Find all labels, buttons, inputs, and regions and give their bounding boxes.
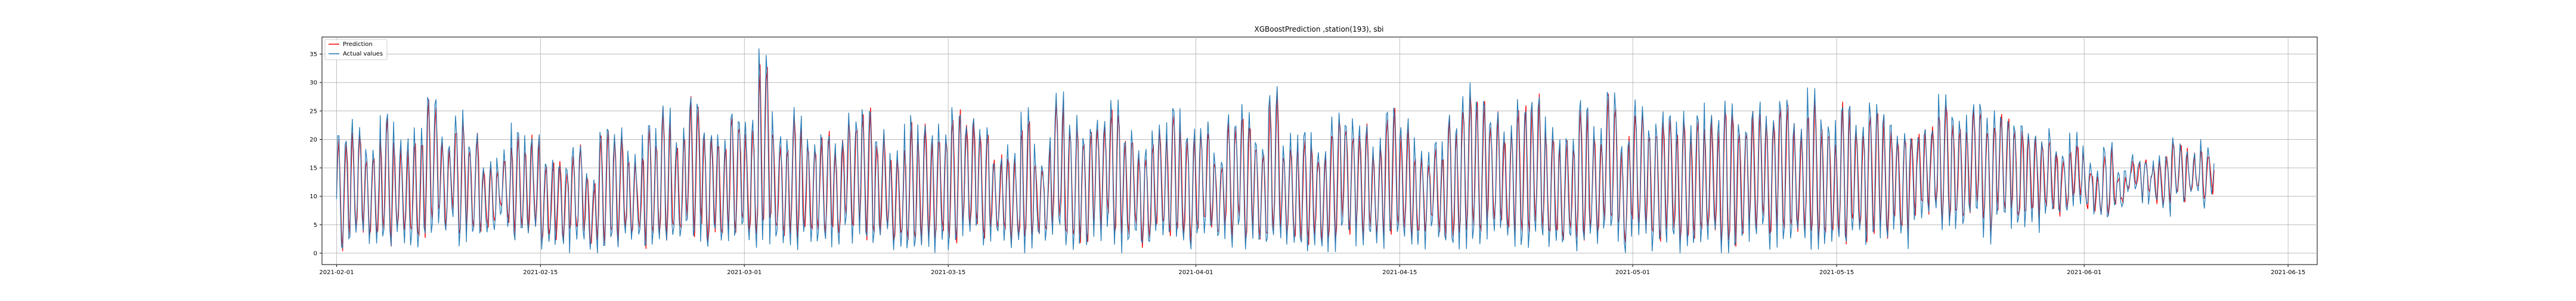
x-tick-label: 2021-06-01 xyxy=(2067,269,2101,276)
x-tick-label: 2021-04-01 xyxy=(1178,269,1213,276)
y-tick-label: 20 xyxy=(309,137,317,143)
x-tick-label: 2021-04-15 xyxy=(1382,269,1417,276)
y-tick-label: 25 xyxy=(309,108,317,115)
tick-layer: 0 5 10 15 20 25 30 35 2021-02-01 2021-02-15 2021-0… xyxy=(309,51,2305,276)
x-tick-label: 2021-02-01 xyxy=(319,269,354,276)
chart-title: XGBoostPrediction ,station(193), sbi xyxy=(1254,25,1383,33)
plot-area-frame xyxy=(321,36,2318,265)
legend-prediction-label: Prediction xyxy=(343,41,373,48)
actual-values-series-line xyxy=(336,48,2215,253)
series-layer xyxy=(336,48,2215,253)
y-tick-label: 5 xyxy=(314,222,317,229)
x-tick-label: 2021-03-01 xyxy=(727,269,761,276)
x-tick-label: 2021-05-15 xyxy=(1819,269,1854,276)
x-tick-label: 2021-06-15 xyxy=(2271,269,2305,276)
legend-box xyxy=(324,39,388,60)
y-tick-label: 35 xyxy=(309,51,317,58)
y-tick-label: 30 xyxy=(309,80,317,87)
y-tick-label: 10 xyxy=(309,194,317,200)
y-tick-label: 15 xyxy=(309,165,317,172)
x-tick-label: 2021-05-01 xyxy=(1615,269,1650,276)
legend: Prediction Actual values xyxy=(324,39,388,60)
x-tick-label: 2021-02-15 xyxy=(523,269,558,276)
x-tick-label: 2021-03-15 xyxy=(931,269,965,276)
legend-actual-label: Actual values xyxy=(343,51,383,57)
y-tick-label: 0 xyxy=(314,250,317,257)
